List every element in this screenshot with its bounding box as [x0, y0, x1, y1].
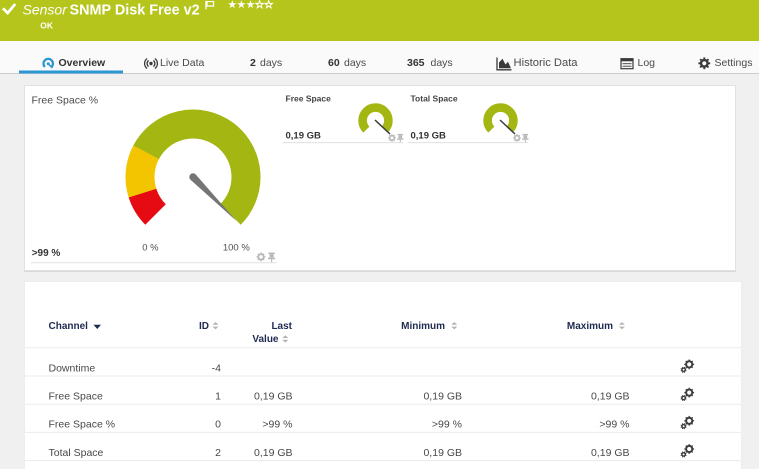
svg-text:-4: -4 [212, 362, 221, 374]
svg-text:Free Space %: Free Space % [49, 419, 116, 431]
svg-text:days: days [431, 57, 453, 69]
svg-text:Last: Last [271, 321, 292, 332]
svg-text:0,19 GB: 0,19 GB [254, 447, 293, 459]
svg-text:>99 %: >99 % [262, 419, 292, 431]
svg-text:60: 60 [328, 57, 340, 69]
svg-text:Overview: Overview [59, 57, 107, 69]
svg-text:Total Space: Total Space [411, 94, 458, 104]
svg-text:>99 %: >99 % [32, 248, 61, 259]
svg-text:Maximum: Maximum [567, 321, 613, 332]
svg-text:0,19 GB: 0,19 GB [591, 391, 630, 403]
svg-text:0: 0 [215, 419, 221, 431]
svg-text:Log: Log [638, 57, 656, 69]
svg-text:Historic Data: Historic Data [514, 57, 579, 69]
svg-text:2: 2 [215, 447, 221, 459]
svg-text:Free Space: Free Space [286, 94, 332, 104]
svg-text:2: 2 [250, 57, 256, 69]
svg-text:0,19 GB: 0,19 GB [286, 131, 322, 142]
svg-text:0,19 GB: 0,19 GB [411, 131, 447, 142]
svg-text:Sensor: Sensor [23, 1, 69, 17]
svg-text:>99 %: >99 % [432, 419, 462, 431]
svg-text:Downtime: Downtime [49, 362, 96, 374]
svg-text:>99 %: >99 % [599, 419, 629, 431]
svg-text:0,19 GB: 0,19 GB [254, 391, 293, 403]
svg-text:SNMP Disk Free v2: SNMP Disk Free v2 [70, 3, 200, 19]
svg-text:days: days [260, 57, 282, 69]
svg-text:Free Space %: Free Space % [32, 95, 99, 107]
svg-text:100 %: 100 % [223, 243, 250, 254]
svg-text:0,19 GB: 0,19 GB [423, 391, 462, 403]
svg-text:ID: ID [199, 321, 209, 332]
svg-text:Channel: Channel [49, 321, 89, 332]
svg-text:Live Data: Live Data [160, 57, 205, 69]
svg-text:0 %: 0 % [142, 243, 159, 254]
svg-text:365: 365 [407, 57, 425, 69]
svg-text:OK: OK [40, 21, 54, 31]
svg-text:Minimum: Minimum [401, 321, 445, 332]
svg-text:Total Space: Total Space [49, 447, 104, 459]
svg-text:0,19 GB: 0,19 GB [423, 447, 462, 459]
svg-text:Settings: Settings [715, 57, 753, 69]
svg-text:0,19 GB: 0,19 GB [591, 447, 630, 459]
svg-text:Value: Value [252, 334, 279, 345]
svg-text:1: 1 [215, 391, 221, 403]
svg-text:days: days [344, 57, 366, 69]
svg-text:Free Space: Free Space [49, 391, 103, 403]
